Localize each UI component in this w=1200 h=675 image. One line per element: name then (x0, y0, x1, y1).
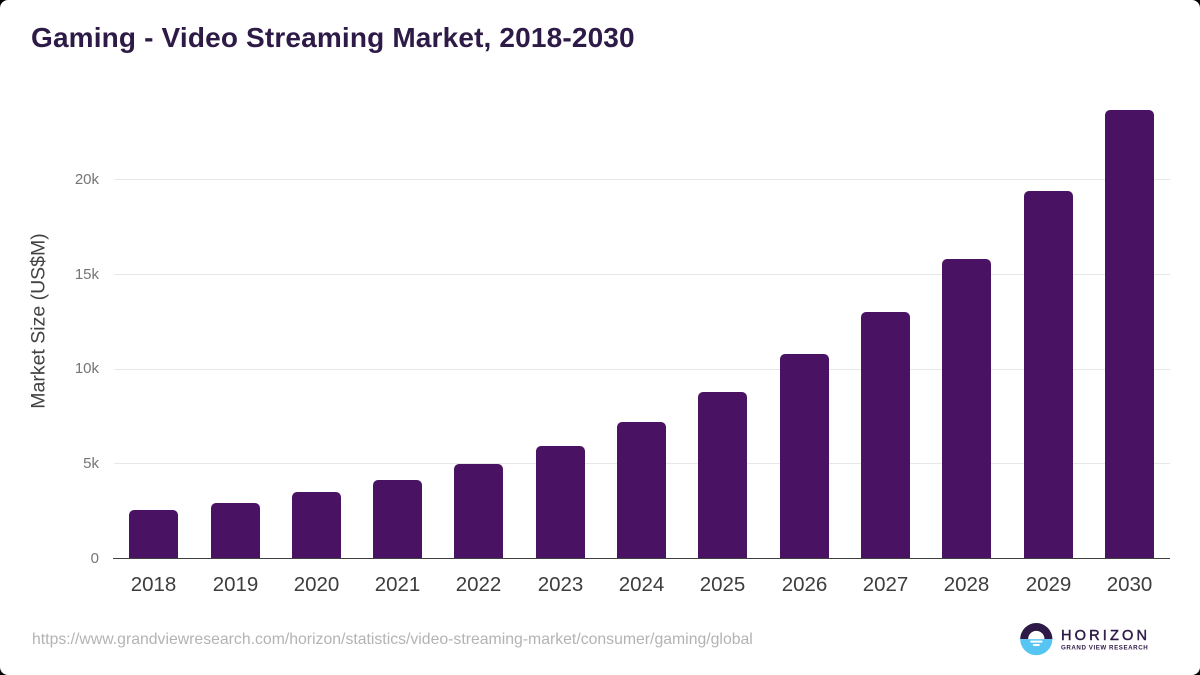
svg-text:GRAND VIEW RESEARCH: GRAND VIEW RESEARCH (1061, 645, 1149, 652)
svg-text:HORIZON: HORIZON (1061, 628, 1150, 644)
